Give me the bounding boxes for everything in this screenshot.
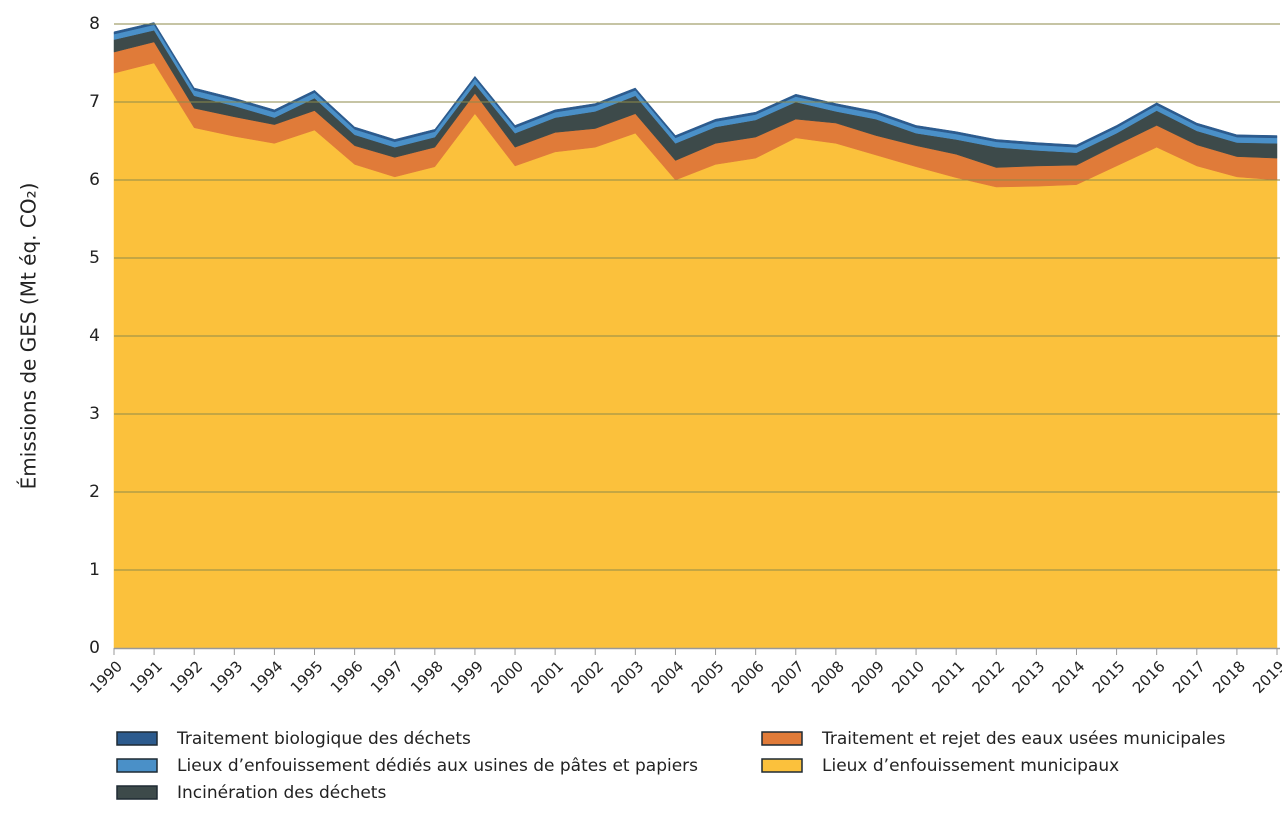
y-tick-label: 3: [89, 404, 100, 424]
legend-swatch: [116, 758, 158, 773]
x-tick-label: 2010: [888, 657, 928, 697]
x-tick-label: 2009: [848, 657, 888, 697]
x-tick-label: 2019: [1249, 657, 1282, 697]
y-tick-label: 8: [89, 14, 100, 34]
x-tick-label: 2017: [1169, 657, 1209, 697]
x-tick-label: 2004: [648, 657, 688, 697]
x-tick-label: 2002: [568, 657, 608, 697]
x-tick-label: 2014: [1049, 657, 1089, 697]
x-tick-label: 1997: [367, 657, 407, 697]
legend-label: Traitement et rejet des eaux usées munic…: [821, 729, 1226, 749]
x-tick-label: 1996: [327, 657, 367, 697]
x-tick-label: 1993: [207, 657, 247, 697]
x-tick-label: 2001: [527, 657, 567, 697]
x-tick-label: 1998: [407, 657, 447, 697]
x-tick-label: 1994: [247, 657, 287, 697]
y-tick-label: 4: [89, 326, 100, 346]
x-tick-label: 2005: [688, 657, 728, 697]
y-tick-label: 1: [89, 560, 100, 580]
x-tick-label: 2003: [608, 657, 648, 697]
x-tick-label: 2006: [728, 657, 768, 697]
x-tick-label: 1991: [126, 657, 166, 697]
x-tick-label: 1995: [287, 657, 327, 697]
legend-swatch: [761, 758, 803, 773]
x-tick-label: 1992: [166, 657, 206, 697]
x-tick-label: 2012: [969, 657, 1009, 697]
legend-swatch: [761, 731, 803, 746]
x-tick-label: 2000: [487, 657, 527, 697]
x-tick-label: 1999: [447, 657, 487, 697]
legend-label: Traitement biologique des déchets: [176, 729, 471, 749]
x-tick-label: 2011: [928, 657, 968, 697]
y-tick-label: 6: [89, 170, 100, 190]
x-tick-label: 2013: [1009, 657, 1049, 697]
y-tick-label: 7: [89, 92, 100, 112]
legend-label: Incinération des déchets: [177, 783, 386, 803]
y-tick-label: 0: [89, 638, 100, 658]
legend-swatch: [116, 731, 158, 746]
area: [113, 22, 1278, 148]
y-tick-label: 5: [89, 248, 100, 268]
x-tick-label: 2008: [808, 657, 848, 697]
legend-swatch: [116, 785, 158, 800]
x-tick-label: 2007: [768, 657, 808, 697]
y-tick-label: 2: [89, 482, 100, 502]
x-tick-label: 2018: [1209, 657, 1249, 697]
y-axis-label: Émissions de GES (Mt éq. CO₂): [17, 183, 41, 490]
x-tick-label: 1990: [86, 657, 126, 697]
x-tick-label: 2016: [1129, 657, 1169, 697]
x-tick-label: 2015: [1089, 657, 1129, 697]
legend-label: Lieux d’enfouissement dédiés aux usines …: [177, 756, 698, 776]
legend-label: Lieux d’enfouissement municipaux: [822, 756, 1119, 776]
